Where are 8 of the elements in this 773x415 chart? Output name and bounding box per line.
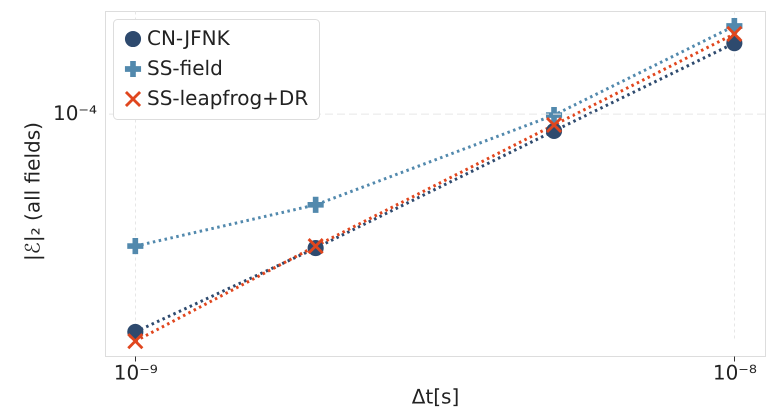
legend-label: CN-JFNK bbox=[147, 26, 231, 50]
x-tick-label: 10⁻⁸ bbox=[712, 360, 757, 384]
x-axis-title: Δt[s] bbox=[412, 384, 460, 408]
ref-line-label: 10⁻⁴ bbox=[52, 101, 97, 126]
x-tick-label: 10⁻⁹ bbox=[114, 360, 158, 384]
legend-label: SS-field bbox=[147, 56, 223, 80]
legend-label: SS-leapfrog+DR bbox=[147, 86, 308, 110]
y-axis-title: |ℰ|₂ (all fields) bbox=[20, 122, 44, 261]
